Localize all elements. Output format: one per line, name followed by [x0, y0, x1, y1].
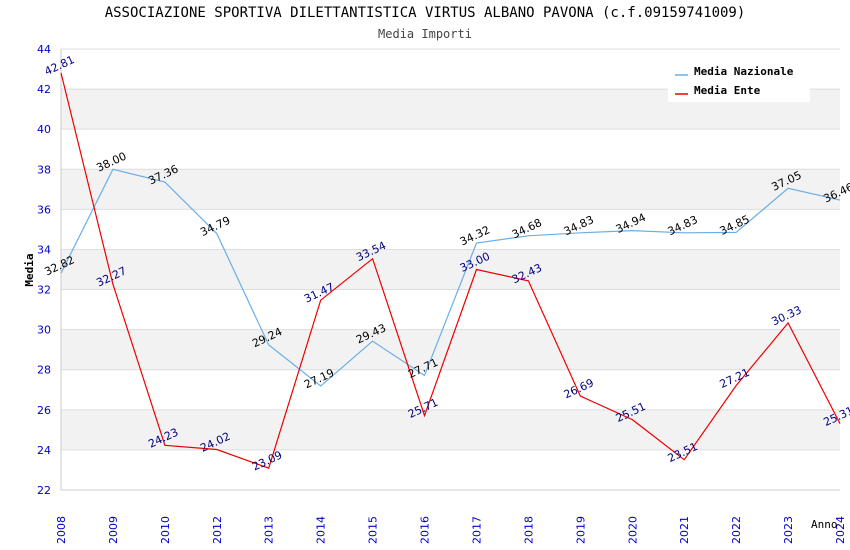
y-tick-label: 32 [37, 284, 51, 297]
x-tick-label: 2017 [470, 516, 483, 544]
legend-label-media-nazionale: Media Nazionale [694, 65, 794, 78]
plot-background [61, 48, 840, 491]
x-tick-label: 2008 [55, 516, 68, 544]
x-tick-label: 2021 [678, 516, 691, 544]
y-tick-label: 24 [37, 444, 51, 457]
series-line-media-nazionale [60, 168, 841, 387]
legend-box [668, 60, 810, 102]
data-label-media-nazionale: 34.83 [562, 213, 596, 238]
y-tick-label: 30 [37, 324, 51, 337]
chart-subtitle: Media Importi [378, 27, 472, 41]
data-label-media-nazionale: 34.83 [666, 213, 700, 238]
grid-band [61, 169, 840, 210]
axes [60, 49, 840, 491]
grid-band [61, 329, 840, 370]
x-tick-label: 2020 [626, 516, 639, 544]
data-label-media-nazionale: 34.68 [510, 216, 544, 241]
x-tick-label: 2014 [315, 516, 328, 544]
x-tick-label: 2019 [574, 516, 587, 544]
x-axis-label: Anno [811, 518, 838, 531]
y-tick-label: 44 [37, 43, 51, 56]
data-label-media-nazionale: 34.79 [198, 214, 232, 239]
data-label-media-nazionale: 34.32 [458, 223, 492, 248]
y-tick-label: 26 [37, 404, 51, 417]
grid-band [61, 249, 840, 290]
x-tick-label: 2013 [263, 516, 276, 544]
x-tick-label: 2018 [522, 516, 535, 544]
legend: Media Nazionale Media Ente [668, 60, 810, 102]
x-tick-label: 2022 [730, 516, 743, 544]
y-tick-label: 40 [37, 123, 51, 136]
grid-band [61, 409, 840, 450]
data-label-media-ente: 26.69 [562, 376, 596, 401]
x-tick-label: 2012 [211, 516, 224, 544]
chart-title: ASSOCIAZIONE SPORTIVA DILETTANTISTICA VI… [104, 5, 746, 21]
data-label-media-ente: 42.81 [42, 53, 76, 78]
y-tick-label: 22 [37, 484, 51, 497]
tick-labels: 22 24 26 28 30 32 34 36 38 40 42 44 2008 2009 2010 2012… [37, 43, 847, 544]
data-label-media-nazionale: 34.94 [614, 211, 648, 236]
legend-label-media-ente: Media Ente [694, 84, 761, 97]
x-tick-label: 2015 [367, 516, 380, 544]
series-line-media-ente [60, 72, 841, 469]
y-axis-label: Media [23, 253, 36, 286]
x-tick-label: 2009 [107, 516, 120, 544]
y-tick-label: 34 [37, 243, 51, 256]
y-tick-label: 38 [37, 163, 51, 176]
series-lines [60, 72, 841, 469]
x-tick-label: 2016 [419, 516, 432, 544]
x-tick-label: 2023 [782, 516, 795, 544]
x-tick-label: 2010 [159, 516, 172, 544]
y-tick-label: 42 [37, 83, 51, 96]
data-label-media-nazionale: 34.85 [718, 213, 752, 238]
y-tick-label: 28 [37, 364, 51, 377]
x-tick-label: 2024 [834, 516, 847, 544]
data-label-media-ente: 23.09 [250, 448, 284, 473]
y-tick-label: 36 [37, 203, 51, 216]
